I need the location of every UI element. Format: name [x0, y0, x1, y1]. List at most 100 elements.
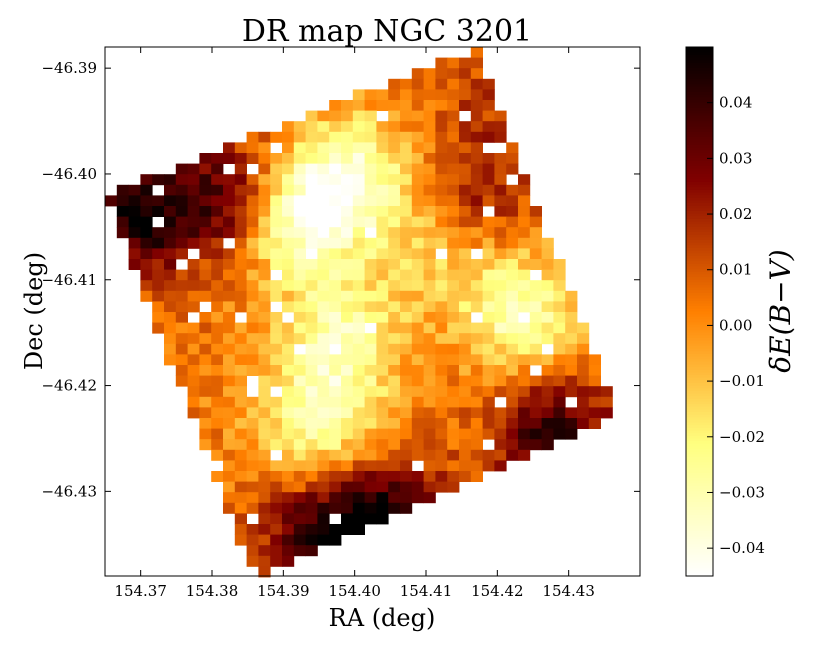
heatmap-cell [140, 184, 153, 196]
heatmap-cell [293, 248, 306, 260]
heatmap-cell [435, 57, 448, 69]
colorbar-segment [686, 197, 713, 202]
heatmap-cell [529, 237, 542, 249]
heatmap-cell [376, 290, 389, 302]
colorbar-segment [686, 412, 713, 416]
heatmap-cell [128, 195, 141, 207]
heatmap-cell [282, 153, 295, 164]
heatmap-cell [541, 439, 554, 451]
colorbar: 0.04 0.03 0.02 0.01 0.00 −0.01 −0.02 −0.03 −0.04 [685, 46, 765, 577]
heatmap-cell [282, 534, 295, 546]
heatmap-cell [435, 195, 448, 207]
heatmap-cell [447, 68, 460, 80]
heatmap-cell [411, 100, 424, 111]
heatmap-cell [175, 375, 188, 387]
heatmap-cell [435, 354, 448, 366]
heatmap-cell [199, 439, 212, 451]
heatmap-cell [116, 206, 129, 217]
heatmap-cell [270, 534, 283, 546]
heatmap-cell [223, 290, 236, 302]
colorbar-segment [686, 232, 713, 236]
heatmap-cell [506, 333, 519, 345]
heatmap-cell [211, 428, 224, 440]
heatmap-cell [411, 142, 424, 154]
heatmap-cell [246, 354, 259, 366]
heatmap-cell [400, 163, 413, 175]
heatmap-cell [470, 396, 483, 408]
heatmap-cell [317, 174, 330, 186]
heatmap-cell [187, 237, 200, 249]
heatmap-cell [364, 290, 377, 302]
heatmap-cell [376, 131, 389, 143]
heatmap-cell [352, 354, 365, 366]
colorbar-segment [686, 353, 713, 358]
heatmap-cell [388, 407, 401, 419]
heatmap-cell [435, 333, 448, 345]
heatmap-cell [494, 163, 507, 175]
heatmap-cell [305, 131, 318, 143]
colorbar-segment [686, 221, 713, 225]
heatmap-cell [187, 280, 200, 292]
heatmap-cell [317, 460, 330, 472]
heatmap-cell [388, 290, 401, 302]
heatmap-cell [293, 354, 306, 366]
heatmap-cell [529, 259, 542, 270]
heatmap-cell [352, 195, 365, 207]
heatmap-cell [482, 407, 495, 419]
heatmap-cell [341, 100, 354, 111]
heatmap-cell [388, 269, 401, 281]
heatmap-cell [400, 396, 413, 408]
heatmap-cell [128, 206, 141, 217]
colorbar-segment [686, 364, 713, 368]
heatmap-cell [293, 396, 306, 408]
heatmap-cell [305, 418, 318, 429]
colorbar-segment [686, 367, 713, 371]
heatmap-cell [270, 365, 283, 376]
colorbar-segment [686, 308, 713, 313]
heatmap-cell [529, 301, 542, 313]
heatmap-cell [234, 174, 247, 186]
heatmap-cell [270, 492, 283, 504]
colorbar-label: δE(B−V) [764, 249, 797, 372]
heatmap-cell [341, 280, 354, 292]
heatmap-cell [329, 131, 342, 143]
heatmap-cell [494, 174, 507, 186]
heatmap-cell [447, 174, 460, 186]
heatmap-cell [388, 280, 401, 292]
heatmap-cell [565, 418, 578, 429]
heatmap-cell [341, 407, 354, 419]
heatmap-cell [305, 449, 318, 461]
heatmap-cell [470, 174, 483, 186]
heatmap-cell [494, 460, 507, 472]
heatmap-cell [411, 375, 424, 387]
heatmap-cell [435, 237, 448, 249]
colorbar-segment [686, 427, 713, 432]
heatmap-cell [282, 301, 295, 313]
heatmap-cell [388, 312, 401, 323]
colorbar-segment [686, 205, 713, 209]
heatmap-cell [423, 460, 436, 472]
heatmap-cell [518, 301, 531, 313]
heatmap-cell [187, 195, 200, 207]
heatmap-cell [175, 248, 188, 260]
heatmap-cell [459, 290, 472, 302]
heatmap-cell [211, 227, 224, 239]
heatmap-cell [234, 248, 247, 260]
heatmap-cell [364, 375, 377, 387]
heatmap-cell [529, 248, 542, 260]
heatmap-cell [352, 121, 365, 133]
heatmap-cell [258, 375, 271, 387]
heatmap-cell [565, 428, 578, 440]
colorbar-segment [686, 150, 713, 154]
heatmap-cell [258, 365, 271, 376]
heatmap-cell [364, 206, 377, 217]
heatmap-cell [388, 142, 401, 154]
heatmap-cell [565, 301, 578, 313]
heatmap-cell [317, 386, 330, 398]
heatmap-cell [317, 216, 330, 228]
heatmap-cell [411, 354, 424, 366]
heatmap-cell [435, 174, 448, 186]
heatmap-cell [187, 301, 200, 313]
heatmap-cell [305, 301, 318, 313]
heatmap-cell [518, 418, 531, 429]
